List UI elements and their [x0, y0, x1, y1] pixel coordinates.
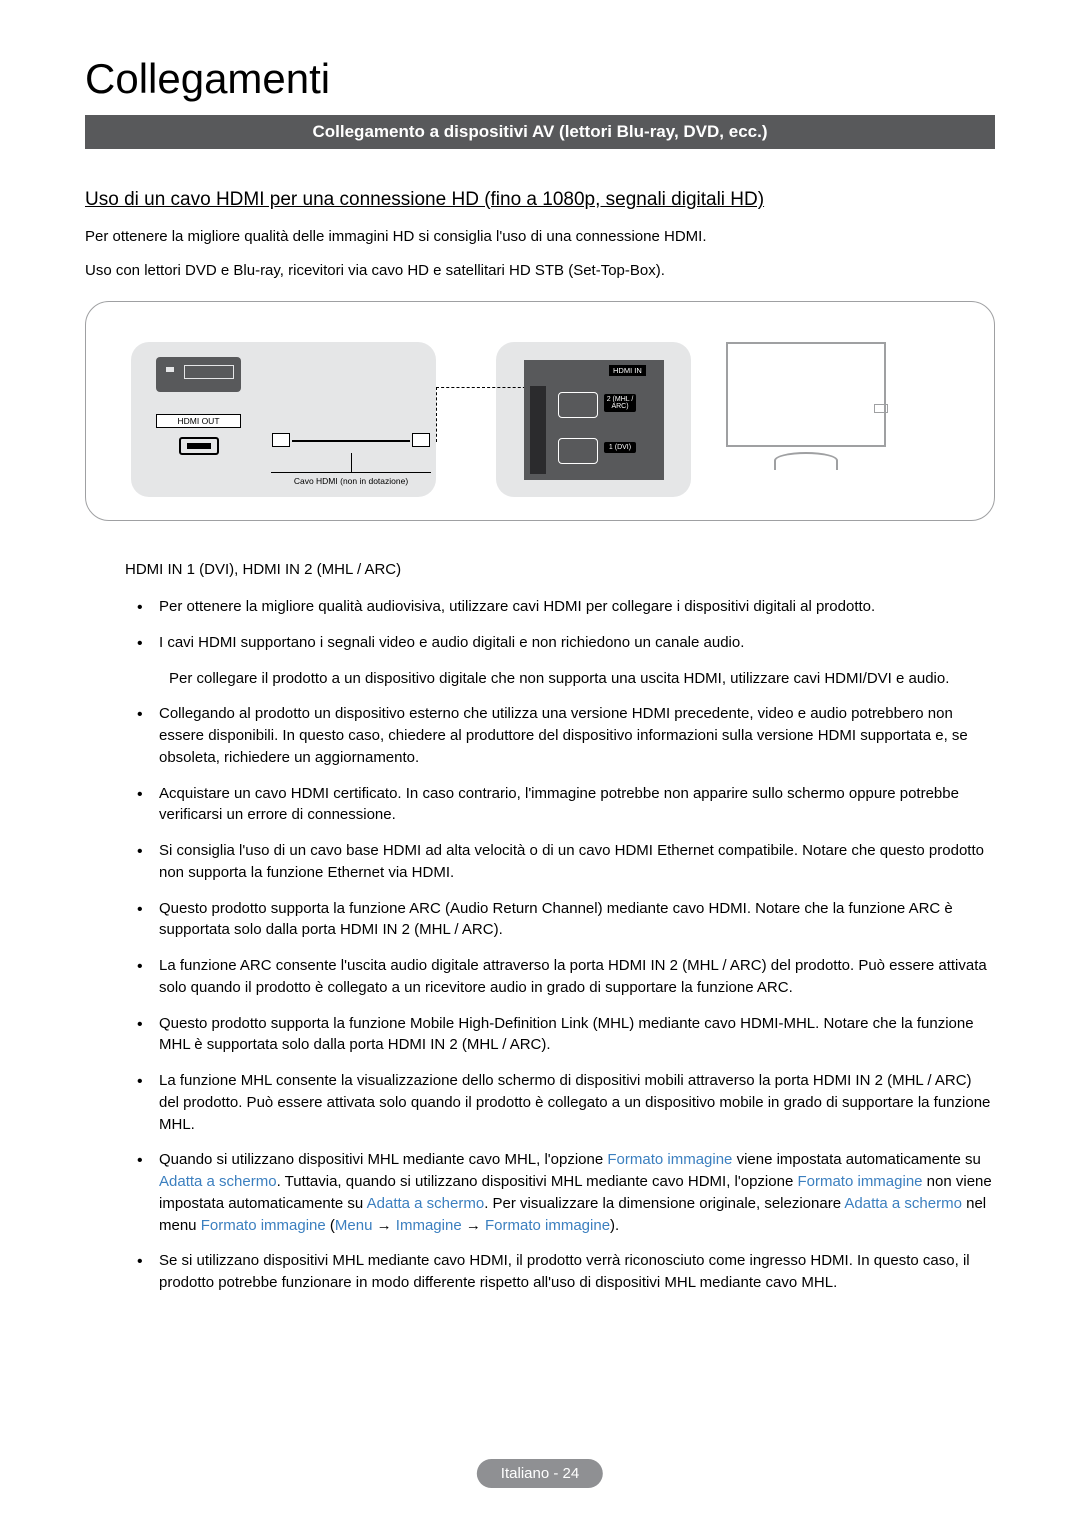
- list-item: Per ottenere la migliore qualità audiovi…: [137, 596, 995, 618]
- list-item: I cavi HDMI supportano i segnali video e…: [137, 632, 995, 654]
- hdmi-in-port-2-label: 2 (MHL / ARC): [604, 394, 636, 412]
- page-footer: Italiano - 24: [477, 1459, 603, 1488]
- text-span: →: [462, 1217, 485, 1234]
- hdmi-out-port-icon: [179, 437, 219, 455]
- text-span: →: [372, 1217, 395, 1234]
- text-span: . Tuttavia, quando si utilizzano disposi…: [277, 1173, 798, 1190]
- highlight-span: Formato immagine: [797, 1173, 922, 1190]
- list-item: Se si utilizzano dispositivi MHL mediant…: [137, 1250, 995, 1294]
- indented-note: Per collegare il prodotto a un dispositi…: [125, 668, 995, 690]
- page-title: Collegamenti: [85, 55, 995, 103]
- text-span: ).: [610, 1217, 619, 1234]
- highlight-span: Immagine: [396, 1217, 462, 1234]
- subsection-title: Uso di un cavo HDMI per una connessione …: [85, 189, 995, 211]
- highlight-span: Adatta a schermo: [159, 1173, 277, 1190]
- intro-text-2: Uso con lettori DVD e Blu-ray, ricevitor…: [85, 259, 995, 283]
- list-item: Acquistare un cavo HDMI certificato. In …: [137, 783, 995, 827]
- cable-line-icon: [292, 440, 410, 442]
- bluray-player-icon: [156, 357, 241, 392]
- highlight-span: Formato immagine: [201, 1217, 326, 1234]
- port-panel-box: HDMI IN 2 (MHL / ARC) 1 (DVI): [496, 342, 691, 497]
- list-item: Collegando al prodotto un dispositivo es…: [137, 703, 995, 768]
- list-item: Quando si utilizzano dispositivi MHL med…: [137, 1149, 995, 1236]
- hdmi-in-port-1-label: 1 (DVI): [604, 442, 636, 453]
- intro-text-1: Per ottenere la migliore qualità delle i…: [85, 225, 995, 249]
- section-bar: Collegamento a dispositivi AV (lettori B…: [85, 115, 995, 149]
- highlight-span: Formato immagine: [607, 1151, 732, 1168]
- list-item: La funzione ARC consente l'uscita audio …: [137, 955, 995, 999]
- dashed-connector-v-icon: [436, 387, 437, 442]
- text-span: viene impostata automaticamente su: [732, 1151, 980, 1168]
- text-span: . Per visualizzare la dimensione origina…: [484, 1195, 844, 1212]
- list-item: Questo prodotto supporta la funzione ARC…: [137, 898, 995, 942]
- highlight-span: Formato immagine: [485, 1217, 610, 1234]
- text-span: (: [326, 1217, 335, 1234]
- hdmi-in-label: HDMI IN: [609, 365, 646, 376]
- monitor-button-icon: [874, 404, 888, 413]
- list-item: Si consiglia l'uso di un cavo base HDMI …: [137, 840, 995, 884]
- hdmi-in-panel-icon: HDMI IN 2 (MHL / ARC) 1 (DVI): [524, 360, 664, 480]
- source-device-box: HDMI OUT Cavo HDMI (non in dotazione): [131, 342, 436, 497]
- hdmi-out-label: HDMI OUT: [156, 414, 241, 428]
- bullet-list: Per ottenere la migliore qualità audiovi…: [125, 596, 995, 654]
- side-strip-icon: [530, 386, 546, 474]
- hdmi-plug-left-icon: [272, 433, 290, 447]
- list-item: Questo prodotto supporta la funzione Mob…: [137, 1013, 995, 1057]
- list-item: La funzione MHL consente la visualizzazi…: [137, 1070, 995, 1135]
- highlight-span: Adatta a schermo: [367, 1195, 485, 1212]
- hdmi-cable-icon: [286, 435, 416, 445]
- cable-caption: Cavo HDMI (non in dotazione): [271, 472, 431, 486]
- highlight-span: Adatta a schermo: [844, 1195, 962, 1212]
- bullet-list: Collegando al prodotto un dispositivo es…: [125, 703, 995, 1294]
- content-block: HDMI IN 1 (DVI), HDMI IN 2 (MHL / ARC) P…: [85, 561, 995, 1294]
- connection-diagram: HDMI OUT Cavo HDMI (non in dotazione) HD…: [85, 301, 995, 521]
- monitor-icon: [726, 342, 886, 447]
- text-span: Quando si utilizzano dispositivi MHL med…: [159, 1151, 607, 1168]
- highlight-span: Menu: [335, 1217, 373, 1234]
- list-heading: HDMI IN 1 (DVI), HDMI IN 2 (MHL / ARC): [125, 561, 995, 578]
- dashed-connector-h-icon: [436, 387, 531, 388]
- hdmi-in-port-1-icon: [558, 438, 598, 464]
- hdmi-plug-right-icon: [412, 433, 430, 447]
- hdmi-in-port-2-icon: [558, 392, 598, 418]
